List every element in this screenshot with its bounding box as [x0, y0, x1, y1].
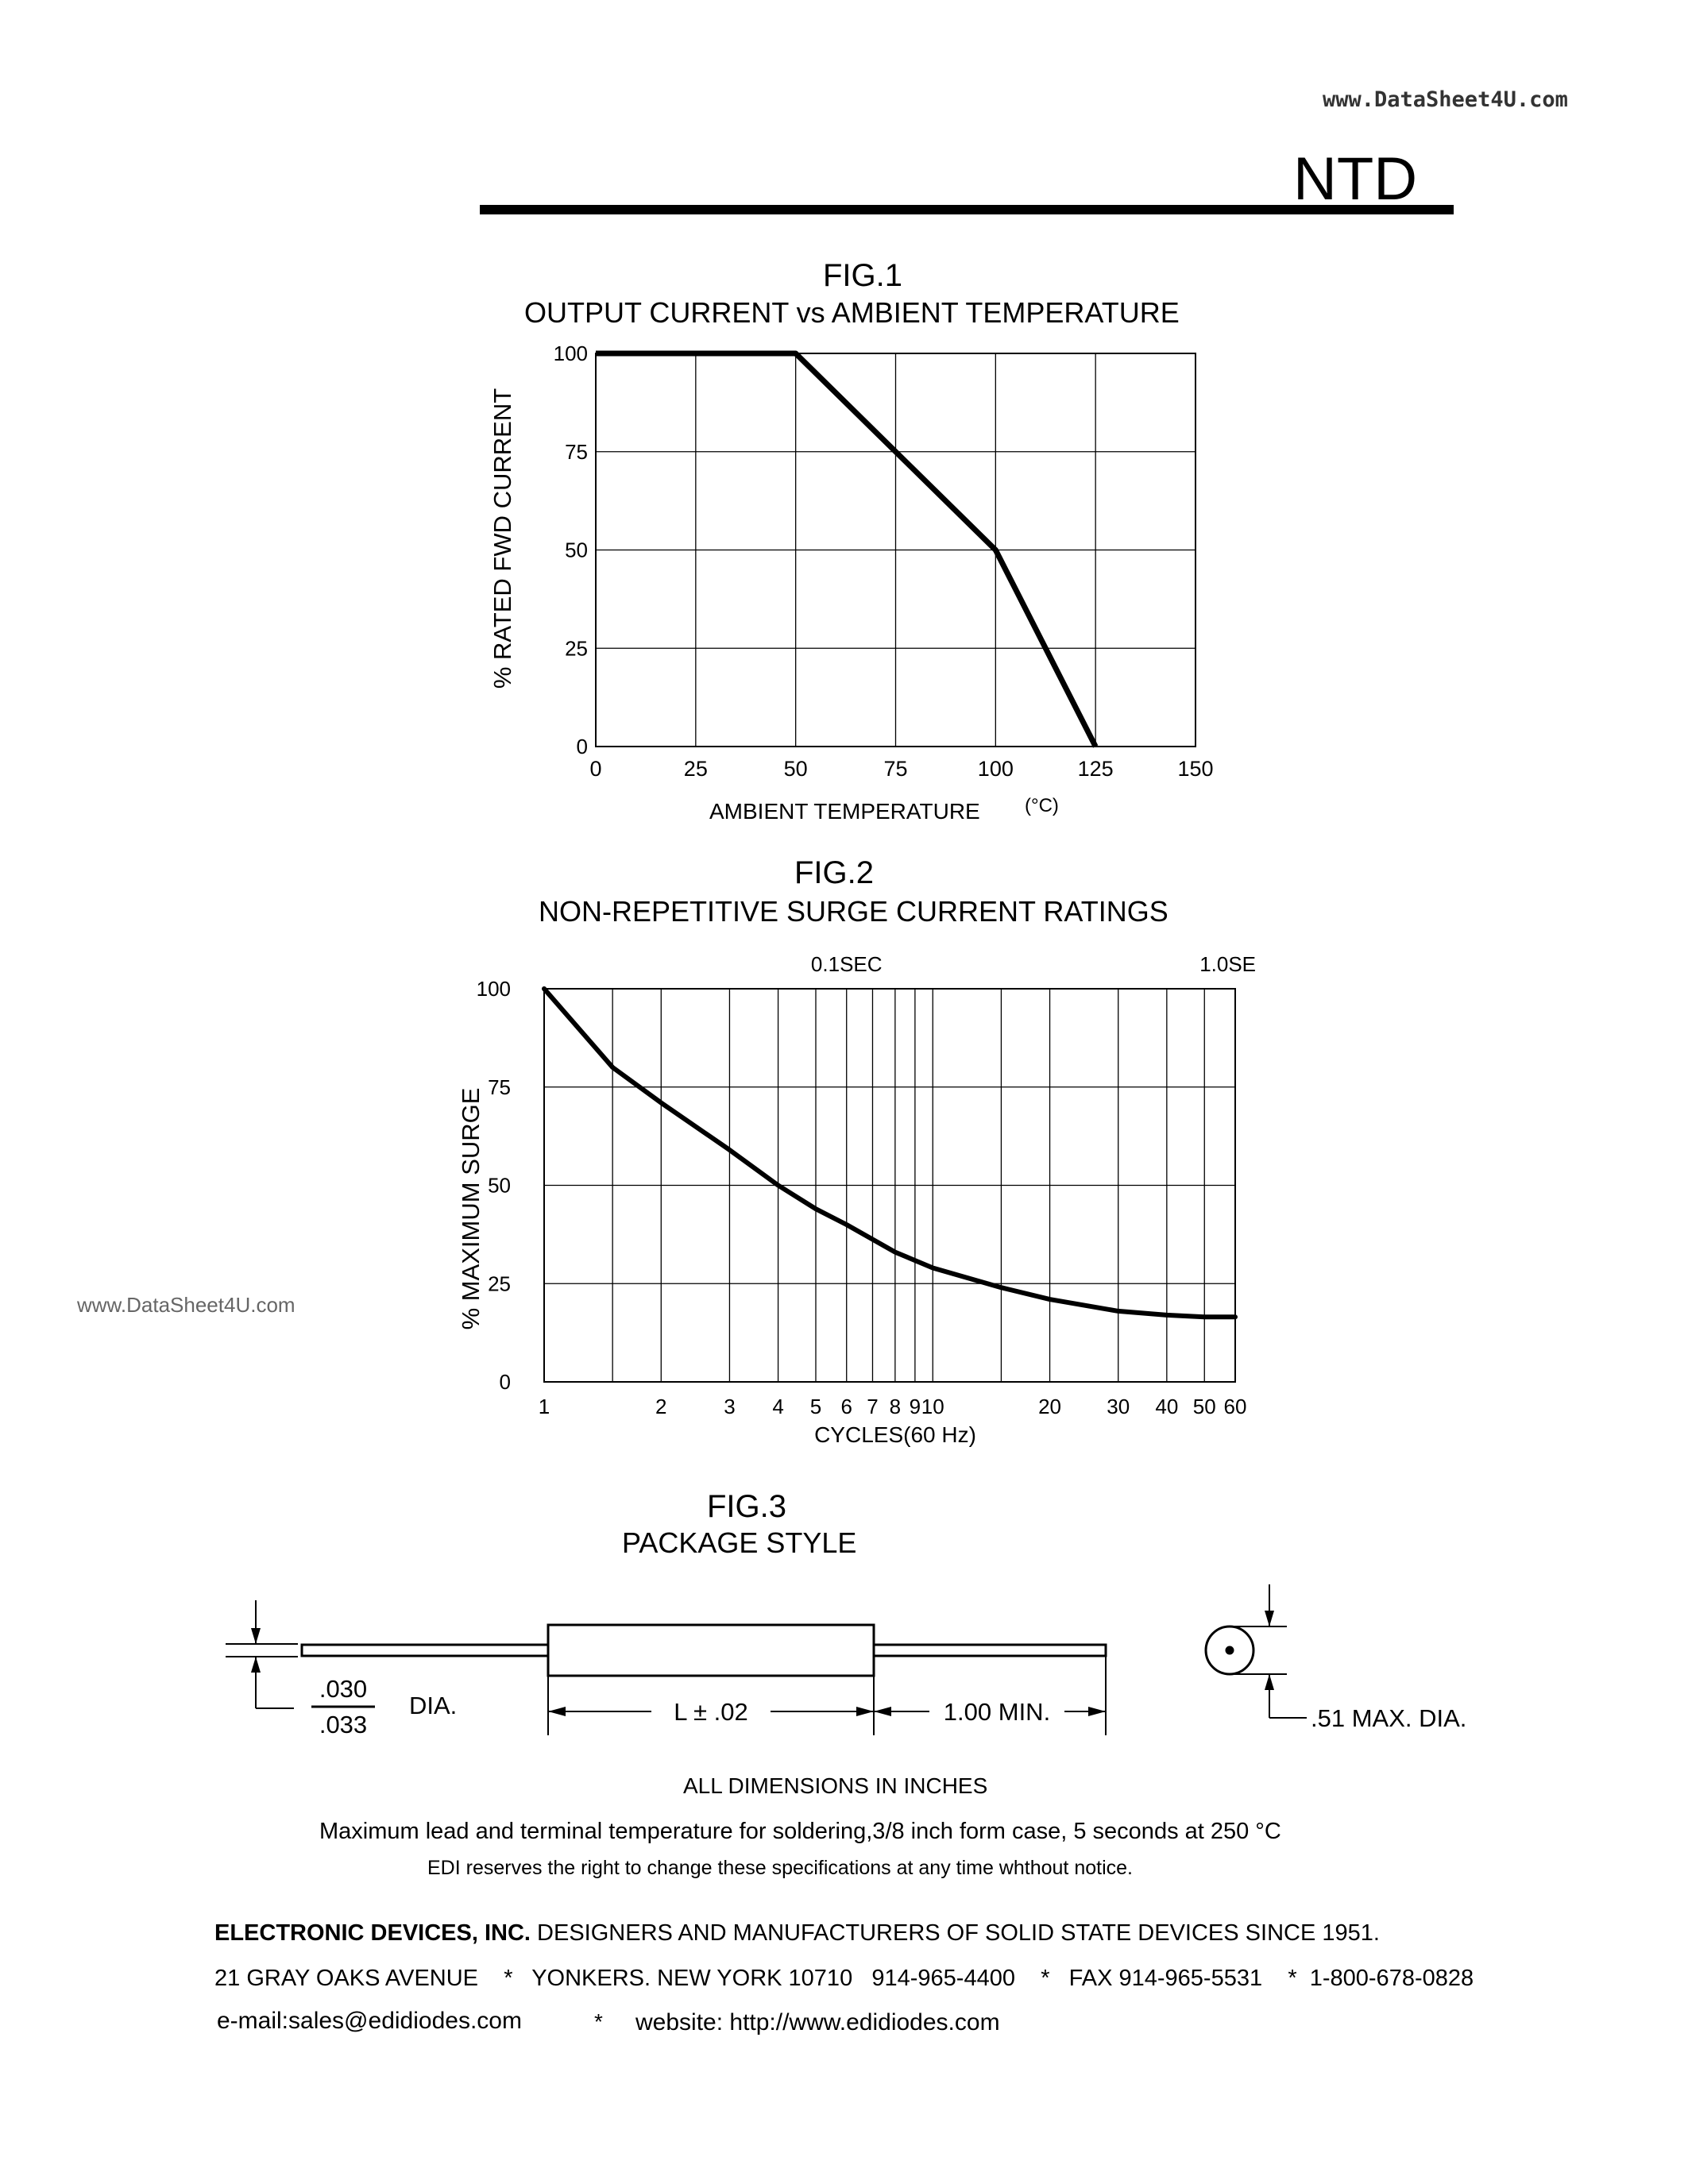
lead-dia-top: .030: [319, 1675, 367, 1703]
company-website[interactable]: website: http://www.edidiodes.com: [635, 2009, 1000, 2035]
fig1-y-tick-label: 25: [565, 636, 588, 660]
right-lead: [872, 1643, 1107, 1657]
arrow-up-icon: [251, 1657, 261, 1673]
fig2-x-tick-label: 5: [810, 1395, 821, 1418]
package-drawing: .030 .033 DIA. L ± .02 1.00 MIN. .51 MAX…: [226, 1584, 1466, 1738]
fig1-x-tick-label: 0: [589, 757, 601, 781]
fig2-y-ticks: 0 25 50 75 100: [477, 977, 511, 1394]
part-number-title: NTD: [1293, 145, 1418, 213]
company-tagline: DESIGNERS AND MANUFACTURERS OF SOLID STA…: [531, 1920, 1380, 1946]
fig1-y-tick-label: 50: [565, 538, 588, 562]
fig2-x-tick-label: 8: [890, 1395, 901, 1418]
fig2-x-tick-label: 4: [772, 1395, 783, 1418]
soldering-note: Maximum lead and terminal temperature fo…: [319, 1819, 1281, 1844]
fig2-annotation: 0.1SEC: [811, 952, 883, 976]
fig2-y-tick-label: 25: [488, 1271, 511, 1295]
fig1-x-tick-label: 150: [1177, 757, 1213, 781]
fig2-y-axis-label: % MAXIMUM SURGE: [457, 1088, 485, 1330]
watermark-top: www.DataSheet4U.com: [1323, 87, 1568, 112]
fig2-series-line: [542, 986, 1238, 1320]
fig1-y-tick-label: 0: [577, 735, 588, 758]
contact-separator: *: [594, 2009, 603, 2034]
fig2-y-tick-label: 0: [500, 1370, 511, 1394]
left-lead: [300, 1643, 550, 1657]
fig2-x-axis-label: CYCLES(60 Hz): [814, 1422, 976, 1447]
fig1-series: [596, 350, 1099, 748]
fig2-title: NON-REPETITIVE SURGE CURRENT RATINGS: [539, 895, 1168, 928]
fig1-x-tick-label: 75: [883, 757, 907, 781]
body-length-dim: L ± .02: [674, 1698, 747, 1726]
fig2-x-tick-label: 3: [724, 1395, 735, 1418]
fig1-x-ticks: 0 25 50 75 100 125 150: [589, 757, 1213, 781]
fig1-x-axis-label: AMBIENT TEMPERATURE: [709, 799, 980, 824]
fig1-x-tick-label: 25: [684, 757, 708, 781]
fig2-annotations: 0.1SEC 1.0SEC: [811, 952, 1255, 976]
end-view-center: [1225, 1646, 1234, 1655]
arrow-left-icon: [548, 1707, 566, 1716]
fig2-x-ticks: 1 2 3 4 5 6 7 8 9 10 20 30 40 50 60: [539, 1395, 1247, 1418]
fig1-number: FIG.1: [823, 258, 903, 293]
component-body: [547, 1623, 875, 1677]
fig2-y-tick-label: 50: [488, 1174, 511, 1198]
fig2-x-tick-label: 40: [1155, 1395, 1178, 1418]
arrow-right-icon: [1088, 1707, 1106, 1716]
fig3-number: FIG.3: [707, 1489, 787, 1524]
watermark-left: www.DataSheet4U.com: [77, 1293, 295, 1317]
fig2-x-tick-label: 7: [867, 1395, 878, 1418]
fig3-title: PACKAGE STYLE: [622, 1526, 857, 1559]
fig2-x-tick-label: 20: [1038, 1395, 1061, 1418]
arrow-down-icon: [1265, 1611, 1274, 1626]
fig1-y-axis-label: % RATED FWD CURRENT: [489, 388, 516, 689]
fig2-x-tick-label: 1: [539, 1395, 550, 1418]
fig2-x-tick-label: 60: [1224, 1395, 1247, 1418]
disclaimer-note: EDI reserves the right to change these s…: [427, 1857, 1133, 1879]
arrow-right-icon: [856, 1707, 874, 1716]
fig1-chart: 0 25 50 75 100 0 25 50 75 100 125 150 % RATED FWD …: [489, 341, 1214, 824]
fig2-x-tick-label: 2: [655, 1395, 666, 1418]
fig2-x-tick-label: 9: [910, 1395, 921, 1418]
fig1-x-axis-unit: (°C): [1025, 795, 1059, 816]
company-email[interactable]: e-mail:sales@edidiodes.com: [217, 2008, 522, 2034]
fig2-annotation: 1.0SEC: [1199, 952, 1255, 976]
fig2-x-tick-label: 30: [1107, 1395, 1130, 1418]
fig1-x-tick-label: 100: [978, 757, 1014, 781]
fig1-y-ticks: 0 25 50 75 100: [554, 341, 588, 758]
fig1-title: OUTPUT CURRENT vs AMBIENT TEMPERATURE: [524, 296, 1180, 329]
units-note: ALL DIMENSIONS IN INCHES: [683, 1773, 988, 1798]
fig2-x-tick-label: 6: [840, 1395, 852, 1418]
fig2-number: FIG.2: [794, 855, 875, 890]
fig2-x-tick-label: 10: [921, 1395, 944, 1418]
fig1-series-line: [596, 350, 1099, 748]
header-rule: [480, 205, 1454, 214]
fig2-grid: [543, 988, 1236, 1383]
fig2-chart: 0 25 50 75 100 1 2 3 4 5 6 7 8 9 10 20 30 40 50 60 0.1SEC 1…: [457, 952, 1255, 1447]
fig2-y-tick-label: 75: [488, 1075, 511, 1099]
body-dia-dim: .51 MAX. DIA.: [1311, 1704, 1466, 1732]
company-line: ELECTRONIC DEVICES, INC. DESIGNERS AND M…: [214, 1920, 1380, 1947]
fig1-y-tick-label: 100: [554, 341, 588, 365]
arrow-down-icon: [251, 1628, 261, 1644]
lead-dia-label: DIA.: [409, 1692, 457, 1719]
fig1-x-tick-label: 125: [1078, 757, 1114, 781]
fig1-grid: [595, 353, 1196, 747]
arrow-left-icon: [874, 1707, 891, 1716]
fig1-x-tick-label: 50: [784, 757, 808, 781]
lead-dia-bottom: .033: [319, 1711, 367, 1738]
company-address: 21 GRAY OAKS AVENUE * YONKERS. NEW YORK …: [214, 1966, 1474, 1991]
fig1-y-tick-label: 75: [565, 440, 588, 464]
company-name: ELECTRONIC DEVICES, INC.: [214, 1920, 531, 1946]
fig2-y-tick-label: 100: [477, 977, 511, 1001]
fig2-x-tick-label: 50: [1193, 1395, 1216, 1418]
fig2-series: [542, 986, 1238, 1320]
arrow-up-icon: [1265, 1674, 1274, 1690]
lead-length-dim: 1.00 MIN.: [944, 1698, 1050, 1726]
